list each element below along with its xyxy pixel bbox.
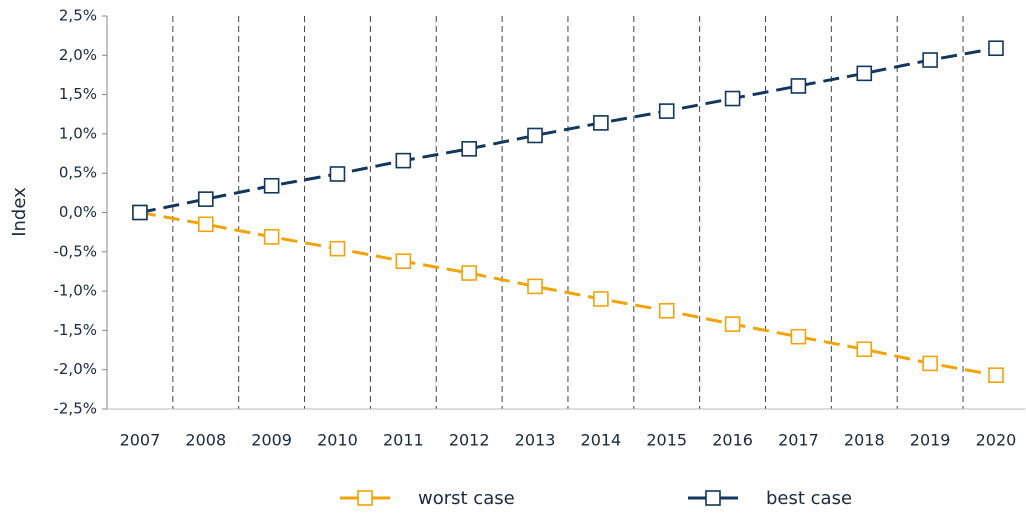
y-tick-label: 0,5% [59, 164, 97, 182]
x-tick-label: 2011 [383, 431, 424, 450]
marker [724, 316, 741, 332]
marker [593, 115, 609, 131]
y-tick-label: 2,0% [59, 46, 97, 64]
x-tick-label: 2007 [120, 431, 161, 450]
x-tick-label: 2020 [976, 431, 1017, 450]
marker [329, 166, 346, 182]
marker [132, 204, 148, 221]
series-line [139, 46, 997, 214]
marker [197, 216, 214, 233]
x-tick-label: 2012 [449, 431, 490, 450]
marker [790, 78, 807, 94]
marker [988, 40, 1004, 57]
y-tick-label: -1,0% [53, 282, 97, 300]
marker [263, 229, 280, 245]
marker [724, 90, 741, 107]
x-tick-label: 2008 [185, 431, 226, 450]
x-tick-label: 2016 [712, 431, 753, 450]
marker [527, 127, 543, 144]
marker [856, 341, 873, 358]
x-tick-label: 2010 [317, 431, 358, 450]
x-tick-label: 2015 [646, 431, 687, 450]
legend-marker [705, 490, 721, 506]
marker [922, 355, 938, 372]
marker [658, 302, 675, 319]
x-tick-label: 2013 [515, 431, 556, 450]
marker [856, 65, 873, 82]
y-tick-label: -1,5% [53, 321, 97, 339]
y-tick-label: 2,5% [59, 7, 97, 25]
marker [395, 253, 412, 270]
marker [790, 328, 807, 345]
x-tick-label: 2017 [778, 431, 819, 450]
y-tick-label: 0,0% [59, 203, 97, 221]
x-tick-label: 2014 [581, 431, 622, 450]
marker [197, 191, 214, 207]
marker [461, 265, 477, 281]
y-tick-label: 1,5% [59, 85, 97, 103]
legend-label: best case [766, 488, 852, 509]
x-tick-label: 2019 [910, 431, 951, 450]
y-tick-label: -2,0% [53, 360, 97, 378]
x-tick-label: 2009 [251, 431, 292, 450]
legend-label: worst case [418, 488, 515, 509]
marker [593, 291, 609, 307]
y-tick-label: 1,0% [59, 124, 97, 142]
y-tick-label: -2,5% [53, 400, 97, 418]
marker [988, 367, 1004, 384]
marker [395, 152, 412, 169]
y-tick-label: -0,5% [53, 242, 97, 260]
marker [329, 240, 346, 257]
marker [658, 103, 675, 119]
y-axis-label: Index [9, 187, 30, 237]
legend-marker [357, 490, 373, 506]
marker [527, 278, 543, 295]
series-line [139, 211, 997, 377]
marker [461, 141, 477, 157]
marker [263, 177, 280, 194]
marker [922, 52, 938, 68]
x-tick-label: 2018 [844, 431, 885, 450]
